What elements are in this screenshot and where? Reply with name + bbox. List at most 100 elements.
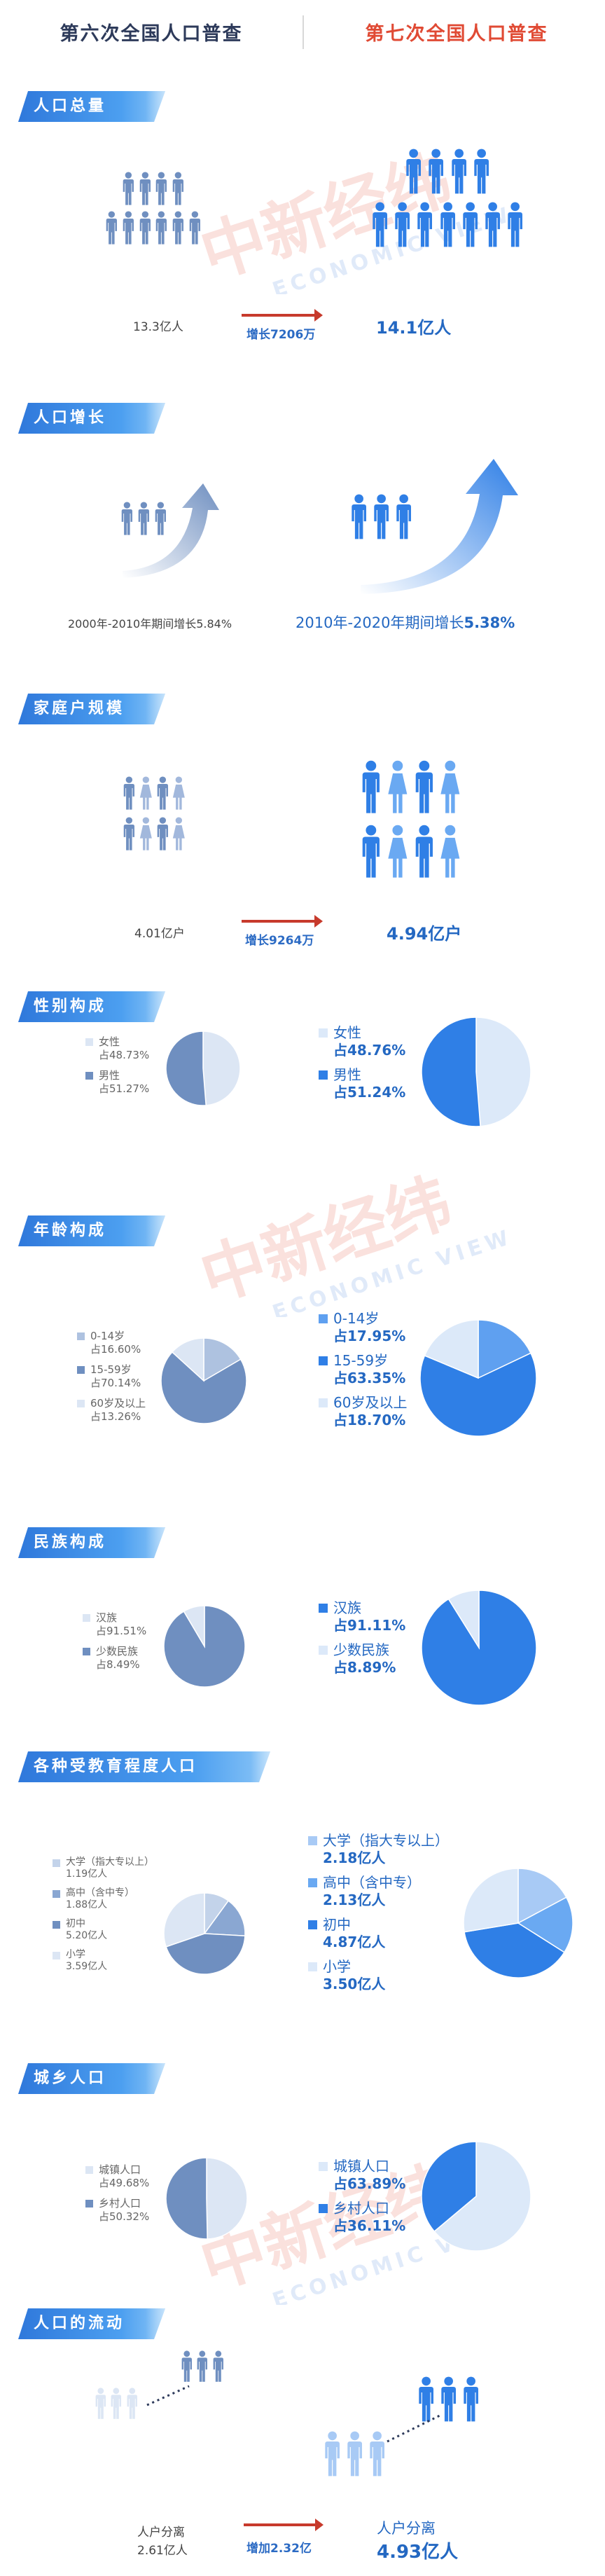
person-icon <box>157 817 168 850</box>
person-icon <box>474 149 489 194</box>
legend-swatch <box>85 2166 93 2174</box>
female-person-icon <box>173 817 186 850</box>
legend-value: 4.87亿人 <box>323 1934 386 1950</box>
population-change: 增长7206万 <box>246 328 316 342</box>
female-person-icon <box>440 760 460 813</box>
legend-value: 2.18亿人 <box>323 1850 386 1866</box>
ethnic-pie-new <box>421 1590 537 1706</box>
people-group-migration-old-a <box>95 2388 141 2425</box>
legend-label: 汉族 <box>333 1599 361 1616</box>
legend-label: 城镇人口 <box>333 2158 389 2175</box>
person-icon <box>362 760 380 813</box>
female-person-icon <box>388 825 408 878</box>
person-icon <box>441 2376 457 2422</box>
person-icon <box>123 211 134 244</box>
person-icon <box>417 202 433 247</box>
age-legend-new: 0-14岁 占17.95% 15-59岁 占63.35% 60岁及以上 占18.70% <box>319 1310 407 1436</box>
person-icon <box>485 202 500 247</box>
legend-swatch <box>77 1400 85 1407</box>
people-group-migration-new-b <box>417 2376 485 2430</box>
legend-label: 少数民族 <box>333 1641 389 1658</box>
legend-swatch <box>85 1038 93 1046</box>
legend-swatch <box>319 2204 328 2213</box>
legend-label: 乡村人口 <box>99 2197 141 2210</box>
person-icon <box>463 202 478 247</box>
legend-label: 小学 <box>323 1958 351 1975</box>
person-icon <box>106 211 117 244</box>
legend-swatch <box>308 1920 317 1929</box>
legend-label: 汉族 <box>96 1611 118 1624</box>
person-icon <box>373 202 387 247</box>
people-group-growth-old <box>120 502 170 541</box>
header-right-title: 第七次全国人口普查 <box>365 23 548 45</box>
pie-slice <box>433 2141 531 2252</box>
pie-slice <box>463 1868 519 1933</box>
female-person-icon <box>139 776 152 810</box>
legend-value: 占13.26% <box>90 1410 141 1423</box>
legend-value: 占50.32% <box>99 2210 150 2223</box>
female-person-icon <box>139 817 152 850</box>
population-new-value: 14.1亿人 <box>376 318 452 338</box>
population-old-value: 13.3亿人 <box>133 320 183 334</box>
person-icon <box>172 172 184 205</box>
education-legend-old: 大学（指大专以上） 1.19亿人 高中（含中专） 1.88亿人 初中 5.20亿人 小… <box>53 1857 154 1980</box>
pie-slice <box>475 1017 531 1127</box>
growth-arrow-new-icon <box>361 459 518 594</box>
pie-slice <box>202 1031 241 1106</box>
legend-swatch <box>308 1836 317 1845</box>
people-group-growth-new <box>350 494 418 547</box>
pie-slice <box>165 2157 208 2240</box>
education-legend-new: 大学（指大专以上） 2.18亿人 高中（含中专） 2.13亿人 初中 4.87亿人 小… <box>308 1832 449 2000</box>
legend-value: 1.88亿人 <box>66 1899 108 1910</box>
sex-pie-new <box>421 1017 531 1127</box>
section-tag-age: 年龄构成 <box>18 1215 165 1246</box>
pie-slice <box>165 1031 207 1106</box>
legend-swatch <box>77 1366 85 1374</box>
legend-swatch <box>319 1028 328 1038</box>
section-tag-urban: 城乡人口 <box>18 2063 165 2094</box>
pie-slice <box>421 1017 481 1127</box>
pie-slice <box>163 1892 205 1948</box>
legend-value: 占18.70% <box>333 1412 406 1428</box>
sex-legend-old: 女性 占48.73% 男性 占51.27% <box>85 1035 149 1103</box>
legend-value: 占48.73% <box>99 1049 150 1061</box>
legend-value: 3.59亿人 <box>66 1961 108 1972</box>
person-icon <box>123 817 134 850</box>
legend-label: 高中（含中专） <box>323 1874 421 1891</box>
pie-slice <box>171 1337 204 1382</box>
person-icon <box>139 211 151 244</box>
pie-slice <box>421 2141 477 2233</box>
people-group-old <box>105 172 205 250</box>
dotted-link-icon <box>387 2414 440 2443</box>
growth-new-prefix: 2010年-2020年期间增长 <box>295 614 464 631</box>
legend-swatch <box>85 1072 93 1080</box>
legend-swatch <box>319 1356 328 1365</box>
legend-value: 占70.14% <box>90 1377 141 1389</box>
section-tag-household: 家庭户规模 <box>18 694 165 724</box>
person-icon <box>138 502 149 535</box>
person-icon <box>111 2388 122 2419</box>
legend-label: 女性 <box>99 1035 120 1048</box>
legend-swatch <box>319 1314 328 1323</box>
page-header: 第六次全国人口普查 第七次全国人口普查 <box>0 0 605 63</box>
ethnic-pie-old <box>163 1605 246 1688</box>
person-icon <box>121 502 132 535</box>
legend-label: 初中 <box>66 1918 85 1929</box>
migration-new-value: 4.93亿人 <box>377 2542 459 2563</box>
header-divider <box>302 15 304 49</box>
age-pie-new <box>419 1319 537 1437</box>
growth-new-rate: 5.38% <box>464 614 515 631</box>
ethnic-legend-old: 汉族 占91.51% 少数民族 占8.49% <box>83 1611 146 1679</box>
person-icon <box>172 211 184 244</box>
family-group-new <box>361 760 466 889</box>
person-icon <box>415 825 433 878</box>
legend-label: 乡村人口 <box>333 2200 389 2217</box>
legend-label: 15-59岁 <box>333 1352 389 1369</box>
female-person-icon <box>388 760 408 813</box>
legend-label: 女性 <box>333 1024 361 1041</box>
section-tag-migration: 人口的流动 <box>18 2308 165 2339</box>
legend-label: 男性 <box>99 1069 120 1082</box>
person-icon <box>370 2431 385 2477</box>
legend-swatch <box>53 1890 60 1898</box>
legend-label: 高中（含中专） <box>66 1887 134 1899</box>
